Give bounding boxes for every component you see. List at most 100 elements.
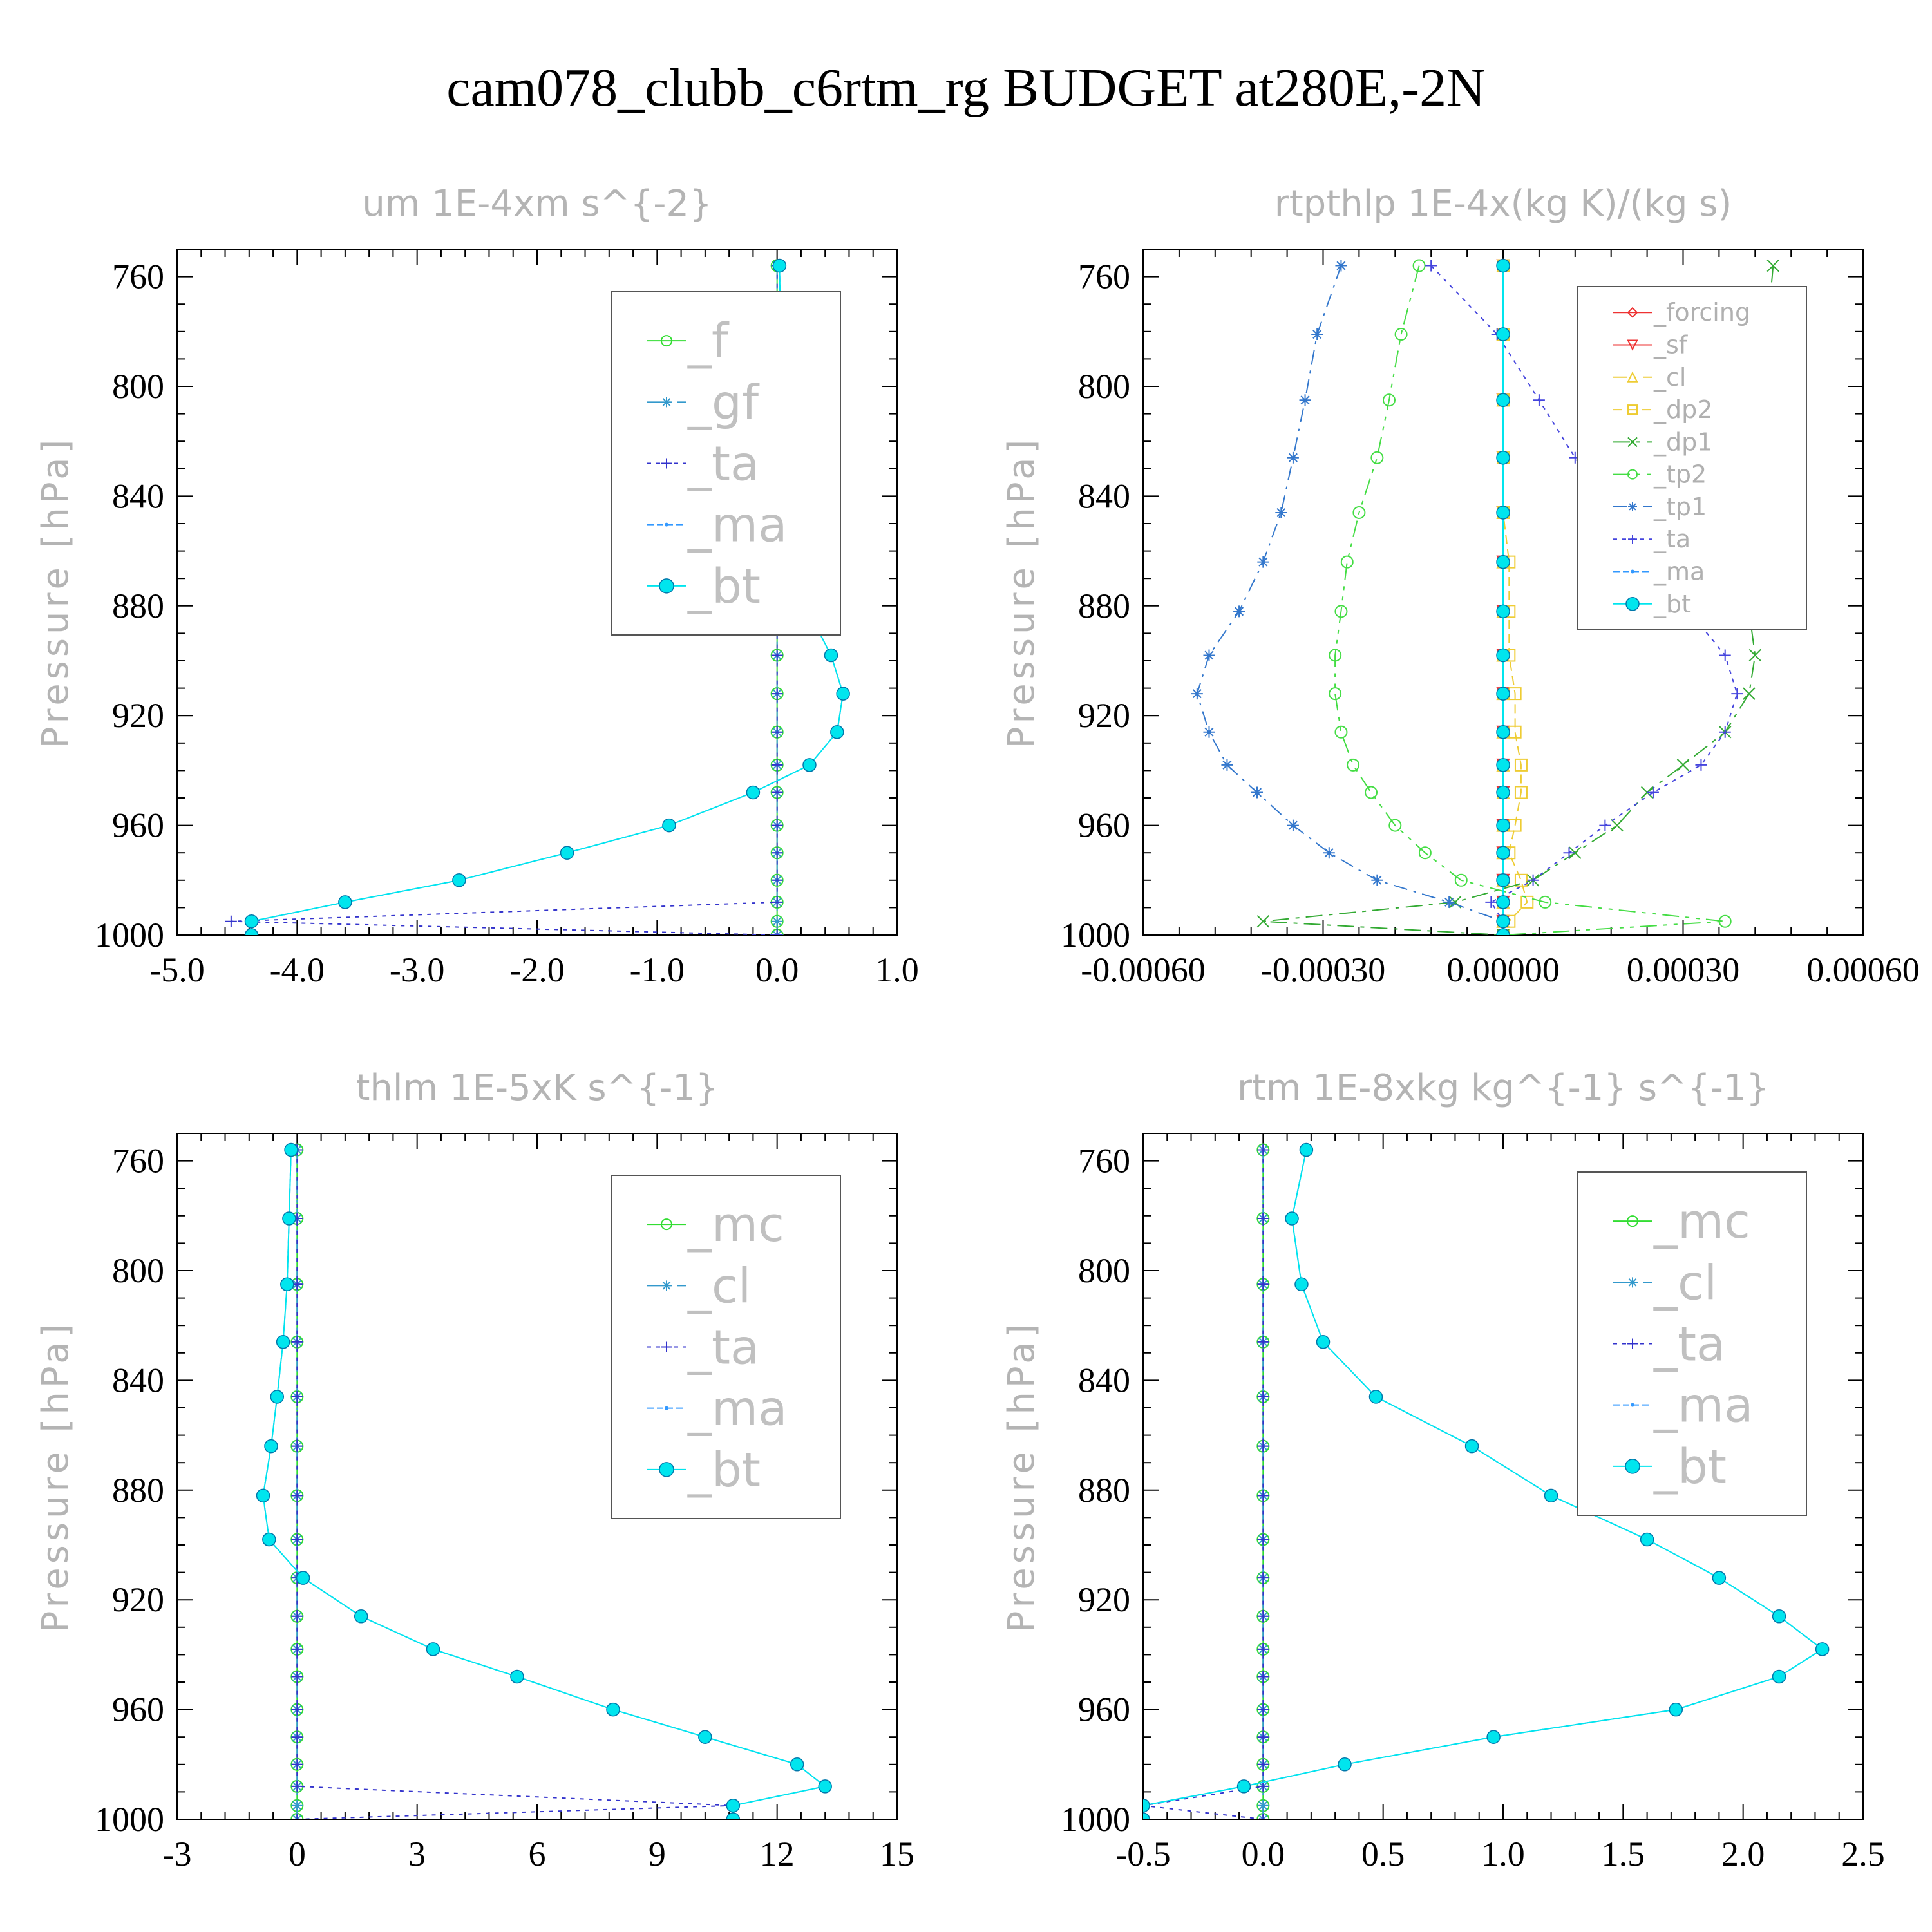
data-point — [291, 1703, 303, 1716]
y-tick-label: 800 — [1078, 1251, 1130, 1290]
data-point — [1323, 847, 1335, 859]
x-tick-label: -3.0 — [390, 951, 444, 989]
legend-item: _dp2 — [1613, 395, 1712, 424]
legend-marker — [1627, 339, 1638, 351]
legend-item: _ta — [1613, 525, 1690, 553]
data-point — [291, 1490, 303, 1502]
y-axis-label: Pressure [hPa] — [35, 436, 77, 749]
data-point — [1719, 649, 1731, 661]
data-point — [1338, 1757, 1352, 1772]
data-point — [1496, 873, 1510, 887]
panel-title: rtm 1E-8xkg kg^{-1} s^{-1} — [1237, 1067, 1769, 1109]
y-tick-label: 920 — [112, 696, 164, 735]
data-point — [771, 929, 783, 935]
x-tick-label: -1.0 — [630, 951, 685, 989]
data-point — [836, 687, 850, 701]
legend-marker — [661, 1218, 672, 1231]
data-point — [1347, 758, 1360, 772]
y-tick-label: 1000 — [95, 1800, 164, 1839]
legend-label: _ta — [1653, 525, 1690, 553]
data-point — [1676, 759, 1690, 772]
data-point — [280, 1277, 294, 1292]
legend-item: _sf — [1613, 331, 1689, 359]
data-point — [1287, 451, 1299, 464]
legend-label: _cl — [1653, 1255, 1717, 1311]
legend-label: _mc — [1653, 1194, 1750, 1249]
data-point — [1412, 259, 1426, 272]
data-point — [771, 819, 783, 831]
data-point — [1425, 260, 1437, 272]
y-tick-label: 840 — [1078, 477, 1130, 515]
y-tick-label: 960 — [1078, 1690, 1130, 1729]
data-point — [1496, 506, 1510, 520]
y-tick-label: 920 — [1078, 696, 1130, 735]
series-bt — [1496, 258, 1510, 935]
data-point — [1464, 1439, 1479, 1454]
data-point — [1766, 259, 1779, 272]
data-point — [225, 915, 237, 927]
data-point — [1496, 687, 1510, 701]
data-point — [560, 846, 574, 860]
data-point — [771, 896, 783, 908]
data-point — [452, 873, 466, 887]
series-line — [1143, 1150, 1824, 1819]
data-point — [1275, 506, 1287, 518]
data-point — [291, 1814, 303, 1819]
legend-marker — [1627, 1338, 1638, 1349]
data-point — [802, 758, 817, 772]
legend-marker — [665, 1406, 668, 1410]
legend-item: _bt — [1613, 590, 1691, 618]
data-point — [1256, 914, 1270, 928]
y-tick-label: 1000 — [1061, 1800, 1130, 1839]
data-point — [1743, 687, 1756, 700]
legend-label: _gf — [687, 375, 760, 430]
data-point — [338, 895, 352, 909]
data-point — [1382, 393, 1396, 407]
data-point — [1334, 605, 1348, 618]
legend-label: _forcing — [1653, 298, 1750, 327]
data-point — [1370, 451, 1384, 464]
data-point — [1257, 1758, 1269, 1770]
y-tick-label: 920 — [112, 1580, 164, 1619]
data-point — [291, 1758, 303, 1770]
x-tick-label: 1.0 — [875, 951, 919, 989]
legend-label: _ma — [687, 1381, 787, 1437]
data-point — [1496, 928, 1510, 935]
legend-item: _bt — [647, 559, 761, 614]
data-point — [1203, 726, 1215, 738]
x-tick-label: 0.00060 — [1806, 951, 1920, 989]
data-point — [1539, 895, 1552, 909]
series-line — [1334, 265, 1725, 935]
legend-marker — [1631, 569, 1634, 574]
y-tick-label: 880 — [112, 587, 164, 625]
data-point — [291, 1643, 303, 1655]
data-point — [1257, 1533, 1269, 1546]
legend-marker — [1627, 1215, 1638, 1227]
data-point — [790, 1757, 804, 1772]
data-point — [1695, 759, 1707, 771]
x-tick-label: 1.5 — [1602, 1835, 1645, 1873]
data-point — [1257, 1390, 1269, 1403]
data-point — [1454, 873, 1468, 887]
y-tick-label: 880 — [1078, 1471, 1130, 1510]
data-point — [1496, 818, 1510, 833]
data-point — [824, 648, 838, 663]
data-point — [1443, 896, 1455, 908]
data-point — [1496, 554, 1510, 569]
y-tick-label: 800 — [112, 367, 164, 406]
legend-label: _tp1 — [1653, 493, 1707, 521]
legend-item: _ma — [1613, 1378, 1753, 1434]
legend-label: _ma — [687, 498, 787, 553]
x-tick-label: -2.0 — [509, 951, 564, 989]
data-point — [1647, 786, 1659, 799]
x-tick-label: 2.0 — [1721, 1835, 1765, 1873]
data-point — [698, 1730, 712, 1744]
data-point — [1251, 786, 1264, 799]
data-point — [771, 847, 783, 859]
legend-item: _mc — [647, 1197, 784, 1253]
data-point — [1533, 394, 1545, 406]
x-tick-label: -4.0 — [270, 951, 325, 989]
data-point — [354, 1609, 368, 1624]
y-axis-label: Pressure [hPa] — [35, 1320, 77, 1633]
panel-title: thlm 1E-5xK s^{-1} — [355, 1067, 718, 1109]
